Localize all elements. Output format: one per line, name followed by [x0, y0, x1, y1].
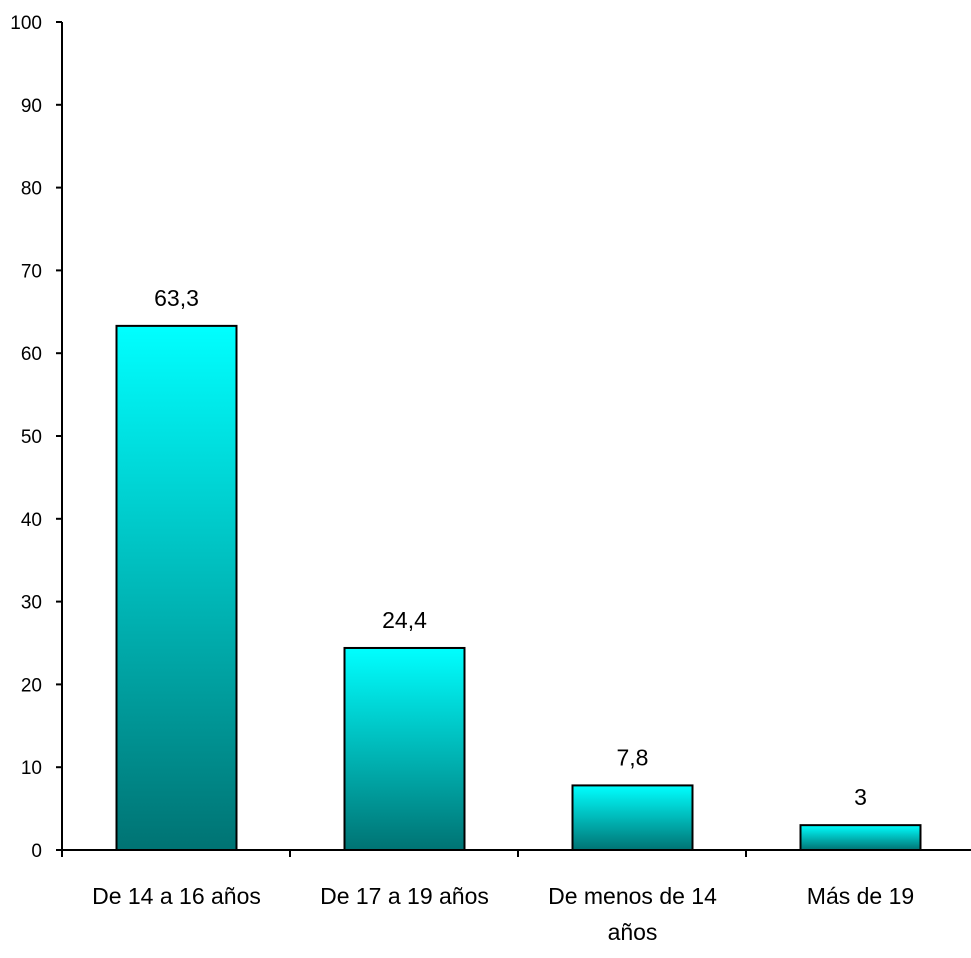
axes-layer	[56, 21, 971, 857]
bar-0	[115, 324, 238, 852]
data-label-0: 63,3	[154, 285, 199, 311]
y-tick-label-3: 30	[21, 593, 42, 614]
y-tick-label-1: 10	[21, 758, 42, 779]
y-tick-label-2: 20	[21, 675, 42, 696]
bar-1	[343, 646, 466, 852]
category-label-2-line-1: años	[608, 919, 658, 945]
category-label-2-line-0: De menos de 14	[548, 883, 717, 909]
category-label-1: De 17 a 19 años	[320, 883, 489, 909]
y-tick-label-4: 40	[21, 510, 42, 531]
bars-layer	[115, 324, 922, 852]
y-tick-label-6: 60	[21, 344, 42, 365]
y-tick-label-9: 90	[21, 96, 42, 117]
y-tick-label-10: 100	[10, 13, 42, 34]
bar-3	[799, 824, 922, 851]
y-tick-label-0: 0	[31, 841, 42, 862]
y-tick-label-7: 70	[21, 261, 42, 282]
category-label-3: Más de 19	[807, 883, 914, 909]
data-label-1: 24,4	[382, 607, 427, 633]
category-label-0: De 14 a 16 años	[92, 883, 261, 909]
bar-2	[571, 784, 694, 852]
y-tick-label-5: 50	[21, 427, 42, 448]
labels-layer: 63,3 De 14 a 16 años 24,4 De 17 a 19 años 7,…	[10, 13, 914, 945]
data-label-2: 7,8	[617, 744, 649, 770]
data-label-3: 3	[854, 784, 867, 810]
y-tick-label-8: 80	[21, 179, 42, 200]
